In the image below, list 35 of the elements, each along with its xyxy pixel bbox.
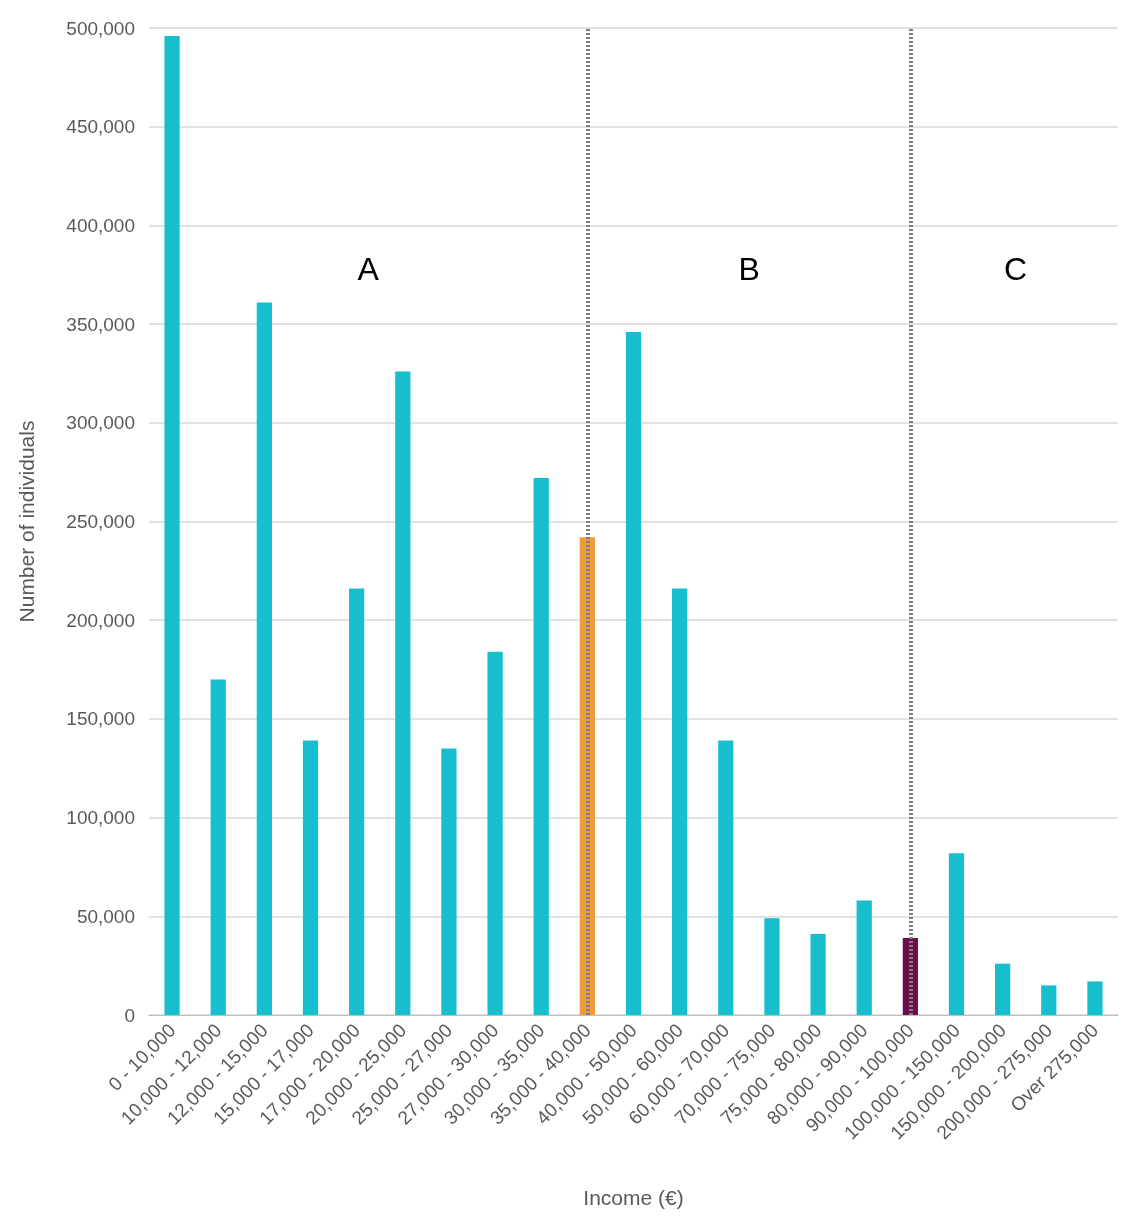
x-axis-title: Income (€) <box>583 1186 684 1209</box>
bar <box>441 748 457 1015</box>
bar <box>764 918 780 1015</box>
bar <box>1041 985 1057 1015</box>
bar <box>164 35 180 1015</box>
bar <box>810 934 826 1015</box>
y-tick-label: 50,000 <box>76 905 135 927</box>
bar <box>1087 981 1103 1015</box>
annotation: B <box>738 251 760 287</box>
y-tick-label: 500,000 <box>66 17 135 39</box>
bar <box>256 302 272 1015</box>
bar <box>210 679 226 1015</box>
y-tick-label: 200,000 <box>66 609 135 631</box>
bar <box>718 740 734 1015</box>
y-tick-label: 100,000 <box>66 807 135 829</box>
y-axis-title: Number of individuals <box>15 420 38 623</box>
y-tick-label: 450,000 <box>66 116 135 138</box>
bar <box>856 900 872 1015</box>
bar <box>672 588 688 1015</box>
y-tick-label: 150,000 <box>66 708 135 730</box>
y-tick-label: 350,000 <box>66 313 135 335</box>
bar <box>995 963 1011 1015</box>
y-tick-label: 300,000 <box>66 412 135 434</box>
bar <box>395 371 411 1015</box>
y-tick-label: 0 <box>124 1004 135 1026</box>
bar <box>948 853 965 1015</box>
annotation: A <box>357 251 380 287</box>
bar <box>487 651 503 1015</box>
bar <box>349 588 365 1015</box>
y-tick-label: 250,000 <box>66 511 135 532</box>
bar <box>625 332 642 1015</box>
y-tick-label: 400,000 <box>66 214 135 236</box>
bar <box>302 740 319 1015</box>
bar <box>533 478 549 1015</box>
annotation: C <box>1004 251 1028 287</box>
